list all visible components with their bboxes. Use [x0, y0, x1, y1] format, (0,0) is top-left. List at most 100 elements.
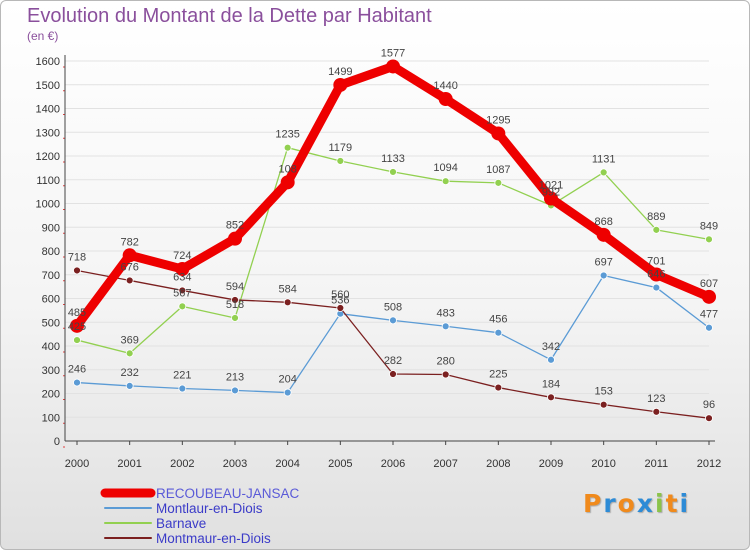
data-label: 1440 — [433, 80, 457, 92]
data-label: 697 — [594, 256, 612, 268]
data-point — [336, 304, 345, 312]
data-point — [705, 323, 713, 332]
data-label: 518 — [226, 299, 244, 311]
y-tick-label: 800 — [42, 246, 60, 258]
data-point — [389, 370, 397, 378]
logo-letter: i — [679, 489, 691, 518]
x-tick-label: 2005 — [328, 458, 352, 470]
data-label: 280 — [436, 356, 454, 368]
data-label: 508 — [384, 301, 402, 313]
data-point — [336, 157, 345, 165]
data-point — [231, 296, 239, 304]
series-line-recoubeau-jansac — [72, 61, 714, 331]
data-label: 204 — [278, 374, 296, 386]
logo-letter: P — [583, 489, 604, 518]
data-label: 153 — [594, 386, 612, 398]
legend: RECOUBEAU-JANSACMontlaur-en-DioisBarnave… — [100, 486, 300, 546]
x-tick-label: 2011 — [645, 458, 669, 470]
data-point — [494, 383, 503, 392]
logo-letter: i — [655, 489, 666, 518]
x-tick-label: 2001 — [117, 458, 141, 470]
data-label: 634 — [173, 271, 191, 283]
y-tick-label: 1600 — [36, 56, 60, 68]
data-point — [491, 126, 506, 141]
y-tick-label: 700 — [42, 270, 60, 282]
data-label: 852 — [226, 220, 244, 232]
data-point — [333, 77, 348, 92]
data-label: 1087 — [486, 164, 510, 176]
data-point — [283, 143, 292, 152]
data-label: 425 — [68, 321, 86, 333]
x-tick-label: 2000 — [65, 458, 89, 470]
data-label: 1235 — [275, 129, 299, 141]
x-tick-label: 2007 — [433, 458, 457, 470]
data-label: 1094 — [433, 162, 457, 174]
legend-label: Montlaur-en-Diois — [156, 501, 263, 516]
chart-unit-subtitle: (en €) — [27, 29, 59, 43]
data-point — [125, 381, 134, 390]
data-label: 594 — [226, 281, 244, 293]
data-label: 485 — [68, 307, 86, 319]
data-point — [228, 231, 242, 246]
data-label: 483 — [436, 307, 454, 319]
data-label: 221 — [173, 370, 191, 382]
x-tick-label: 2006 — [381, 458, 405, 470]
data-label: 724 — [173, 250, 191, 262]
data-point — [652, 225, 661, 234]
data-point — [441, 370, 450, 379]
data-point — [494, 328, 503, 337]
data-label: 1295 — [486, 114, 510, 126]
data-label: 184 — [542, 378, 560, 390]
proxiti-logo: Proxiti — [583, 489, 690, 518]
y-tick-labels: 0 100 200 300 400 500 600 700 800 900 1000 1100 1200… — [36, 56, 60, 448]
data-label: 992 — [542, 186, 560, 198]
data-point — [547, 393, 555, 402]
data-point — [389, 168, 397, 176]
data-point — [702, 289, 716, 304]
data-point — [438, 92, 453, 106]
data-point — [599, 168, 608, 177]
data-point — [652, 407, 661, 416]
data-point — [178, 302, 187, 311]
data-point — [73, 336, 81, 344]
y-tick-label: 100 — [42, 412, 60, 424]
data-point — [73, 266, 81, 275]
legend-label: RECOUBEAU-JANSAC — [156, 486, 300, 501]
x-tick-label: 2010 — [591, 458, 615, 470]
logo-letter: t — [665, 489, 680, 518]
data-label: 718 — [68, 251, 86, 263]
data-point — [705, 414, 713, 423]
y-tick-label: 1400 — [36, 104, 60, 116]
data-label: 1021 — [539, 180, 563, 192]
data-point — [125, 276, 134, 285]
data-point — [178, 384, 187, 393]
data-label: 123 — [647, 393, 665, 405]
logo-letter: r — [603, 489, 618, 518]
data-point — [389, 316, 397, 325]
series-line-montmaur-en-diois — [76, 269, 710, 419]
data-label: 369 — [120, 334, 138, 346]
data-point — [494, 178, 503, 187]
x-tick-label: 2008 — [486, 458, 510, 470]
y-tick-label: 600 — [42, 294, 60, 306]
x-tick-label: 2012 — [697, 458, 721, 470]
legend-label: Montmaur-en-Diois — [156, 531, 271, 546]
data-label: 889 — [647, 211, 665, 223]
data-point — [122, 248, 137, 263]
data-point — [599, 271, 608, 280]
x-tick-label: 2003 — [223, 458, 247, 470]
data-label: 342 — [542, 341, 560, 353]
legend-label: Barnave — [156, 516, 206, 531]
data-labels: 485 782 724 852 108 1499 1577 1440 1295 1021 868 70… — [68, 47, 718, 411]
data-point — [283, 388, 292, 397]
y-tick-label: 1000 — [36, 199, 60, 211]
data-point — [596, 227, 611, 242]
data-label: 536 — [331, 295, 349, 307]
data-label: 607 — [700, 278, 718, 290]
y-tick-label: 900 — [42, 222, 60, 234]
y-tick-label: 1200 — [36, 151, 60, 163]
data-label: 646 — [647, 269, 665, 281]
data-point — [175, 262, 190, 277]
